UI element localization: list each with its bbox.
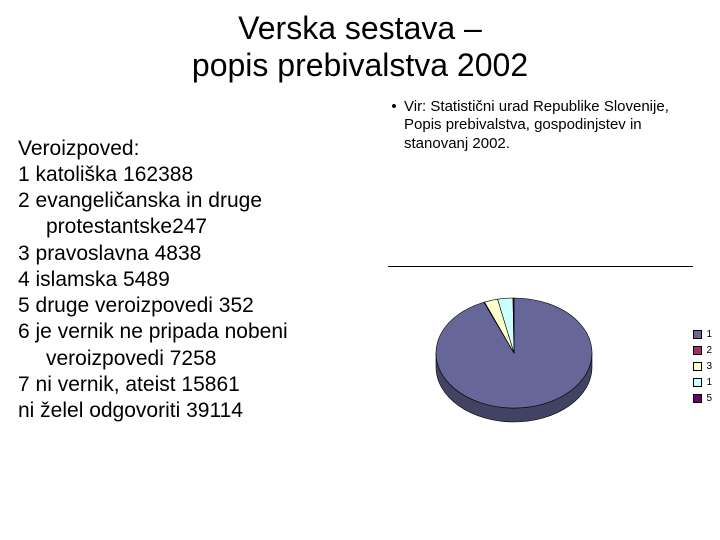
bullet-icon: • [384,98,404,117]
legend-item: 1 [693,327,712,342]
list-item: 3 pravoslavna 4838 [18,241,378,267]
legend-label: 2 [706,343,712,358]
legend-item: 3 [693,359,712,374]
content-area: Veroizpoved: 1 katoliška 162388 2 evange… [0,84,720,456]
legend-label: 3 [706,359,712,374]
legend-swatch [693,330,702,339]
list-item: 2 evangeličanska in druge [18,188,378,214]
pie-chart [424,283,604,438]
left-column: Veroizpoved: 1 katoliška 162388 2 evange… [18,94,378,456]
legend-item: 2 [693,343,712,358]
pie-area: 12315 [384,283,708,438]
legend-swatch [693,362,702,371]
title-line-2: popis prebivalstva 2002 [192,47,528,83]
legend-label: 1 [706,327,712,342]
list-item: 5 druge veroizpovedi 352 [18,293,378,319]
list-item: ni želel odgovoriti 39114 [18,398,378,424]
list-item: 4 islamska 5489 [18,267,378,293]
legend-label: 5 [706,391,712,406]
legend-item: 5 [693,391,712,406]
legend-swatch [693,346,702,355]
source-citation: • Vir: Statistični urad Republike Sloven… [384,98,708,154]
source-text: Vir: Statistični urad Republike Slovenij… [404,98,708,154]
list-item: 1 katoliška 162388 [18,162,378,188]
chart-divider [388,266,693,267]
legend-swatch [693,378,702,387]
list-item-cont: protestantske247 [18,214,378,240]
list-item: 7 ni vernik, ateist 15861 [18,372,378,398]
list-heading: Veroizpoved: [18,136,378,162]
legend-label: 1 [706,375,712,390]
slide-title: Verska sestava – popis prebivalstva 2002 [0,0,720,84]
list-item-cont: veroizpovedi 7258 [18,346,378,372]
right-column: • Vir: Statistični urad Republike Sloven… [378,94,708,456]
list-item: 6 je vernik ne pripada nobeni [18,319,378,345]
legend-swatch [693,394,702,403]
chart-legend: 12315 [693,327,712,407]
title-line-1: Verska sestava – [238,10,482,46]
legend-item: 1 [693,375,712,390]
chart-container: 12315 [384,266,708,456]
